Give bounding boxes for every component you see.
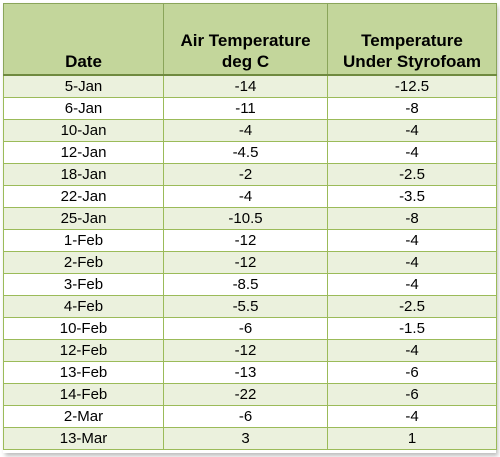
air-temperature-cell: -6 bbox=[163, 405, 328, 428]
temperature-table: Date Air Temperature deg C Temperature U… bbox=[3, 3, 497, 450]
date-cell: 6-Jan bbox=[3, 97, 164, 120]
styrofoam-temperature-cell: -4 bbox=[327, 119, 497, 142]
date-cell: 13-Mar bbox=[3, 427, 164, 450]
date-cell: 12-Feb bbox=[3, 339, 164, 362]
table-row: 5-Jan -14 -12.5 bbox=[3, 74, 497, 98]
air-temperature-cell: -2 bbox=[163, 163, 328, 186]
table-row: 2-Mar -6 -4 bbox=[3, 405, 497, 428]
air-temperature-cell: -4 bbox=[163, 185, 328, 208]
table-row: 25-Jan -10.5 -8 bbox=[3, 207, 497, 230]
air-temperature-cell: -22 bbox=[163, 383, 328, 406]
date-cell: 4-Feb bbox=[3, 295, 164, 318]
header-row: Date Air Temperature deg C Temperature U… bbox=[3, 3, 497, 76]
table-row: 13-Feb -13 -6 bbox=[3, 361, 497, 384]
styrofoam-temperature-cell: -4 bbox=[327, 141, 497, 164]
date-cell: 12-Jan bbox=[3, 141, 164, 164]
date-cell: 3-Feb bbox=[3, 273, 164, 296]
table-row: 10-Feb -6 -1.5 bbox=[3, 317, 497, 340]
header-air-temperature: Air Temperature deg C bbox=[163, 3, 328, 76]
table-row: 4-Feb -5.5 -2.5 bbox=[3, 295, 497, 318]
styrofoam-temperature-cell: -8 bbox=[327, 207, 497, 230]
temperature-table-container: Date Air Temperature deg C Temperature U… bbox=[3, 3, 497, 453]
date-cell: 14-Feb bbox=[3, 383, 164, 406]
air-temperature-cell: -4 bbox=[163, 119, 328, 142]
date-cell: 10-Jan bbox=[3, 119, 164, 142]
header-date: Date bbox=[3, 3, 164, 76]
date-cell: 2-Feb bbox=[3, 251, 164, 274]
air-temperature-cell: -12 bbox=[163, 251, 328, 274]
air-temperature-cell: 3 bbox=[163, 427, 328, 450]
header-date-label: Date bbox=[65, 52, 102, 71]
date-cell: 5-Jan bbox=[3, 74, 164, 98]
air-temperature-cell: -14 bbox=[163, 74, 328, 98]
header-air-temperature-line2: deg C bbox=[221, 52, 270, 71]
styrofoam-temperature-cell: -4 bbox=[327, 405, 497, 428]
table-row: 12-Feb -12 -4 bbox=[3, 339, 497, 362]
air-temperature-cell: -13 bbox=[163, 361, 328, 384]
table-row: 3-Feb -8.5 -4 bbox=[3, 273, 497, 296]
styrofoam-temperature-cell: -2.5 bbox=[327, 163, 497, 186]
table-body: 5-Jan -14 -12.5 6-Jan -11 -8 10-Jan -4 -4 12-Jan -… bbox=[3, 74, 497, 450]
styrofoam-temperature-cell: -2.5 bbox=[327, 295, 497, 318]
date-cell: 10-Feb bbox=[3, 317, 164, 340]
table-row: 18-Jan -2 -2.5 bbox=[3, 163, 497, 186]
table-row: 13-Mar 3 1 bbox=[3, 427, 497, 450]
styrofoam-temperature-cell: -4 bbox=[327, 251, 497, 274]
styrofoam-temperature-cell: -4 bbox=[327, 273, 497, 296]
air-temperature-cell: -12 bbox=[163, 229, 328, 252]
styrofoam-temperature-cell: -12.5 bbox=[327, 74, 497, 98]
date-cell: 22-Jan bbox=[3, 185, 164, 208]
styrofoam-temperature-cell: -8 bbox=[327, 97, 497, 120]
table-row: 10-Jan -4 -4 bbox=[3, 119, 497, 142]
air-temperature-cell: -10.5 bbox=[163, 207, 328, 230]
date-cell: 18-Jan bbox=[3, 163, 164, 186]
table-row: 22-Jan -4 -3.5 bbox=[3, 185, 497, 208]
air-temperature-cell: -4.5 bbox=[163, 141, 328, 164]
styrofoam-temperature-cell: -1.5 bbox=[327, 317, 497, 340]
header-temperature-under-styrofoam: Temperature Under Styrofoam bbox=[327, 3, 497, 76]
header-air-temperature-line1: Air Temperature bbox=[180, 31, 311, 50]
table-row: 1-Feb -12 -4 bbox=[3, 229, 497, 252]
styrofoam-temperature-cell: -3.5 bbox=[327, 185, 497, 208]
styrofoam-temperature-cell: -6 bbox=[327, 361, 497, 384]
styrofoam-temperature-cell: -4 bbox=[327, 339, 497, 362]
styrofoam-temperature-cell: 1 bbox=[327, 427, 497, 450]
header-styrofoam-line2: Under Styrofoam bbox=[343, 52, 481, 71]
date-cell: 13-Feb bbox=[3, 361, 164, 384]
styrofoam-temperature-cell: -4 bbox=[327, 229, 497, 252]
date-cell: 1-Feb bbox=[3, 229, 164, 252]
air-temperature-cell: -11 bbox=[163, 97, 328, 120]
date-cell: 25-Jan bbox=[3, 207, 164, 230]
date-cell: 2-Mar bbox=[3, 405, 164, 428]
air-temperature-cell: -6 bbox=[163, 317, 328, 340]
air-temperature-cell: -5.5 bbox=[163, 295, 328, 318]
styrofoam-temperature-cell: -6 bbox=[327, 383, 497, 406]
table-row: 6-Jan -11 -8 bbox=[3, 97, 497, 120]
table-row: 12-Jan -4.5 -4 bbox=[3, 141, 497, 164]
air-temperature-cell: -12 bbox=[163, 339, 328, 362]
table-row: 2-Feb -12 -4 bbox=[3, 251, 497, 274]
table-row: 14-Feb -22 -6 bbox=[3, 383, 497, 406]
air-temperature-cell: -8.5 bbox=[163, 273, 328, 296]
header-styrofoam-line1: Temperature bbox=[361, 31, 463, 50]
